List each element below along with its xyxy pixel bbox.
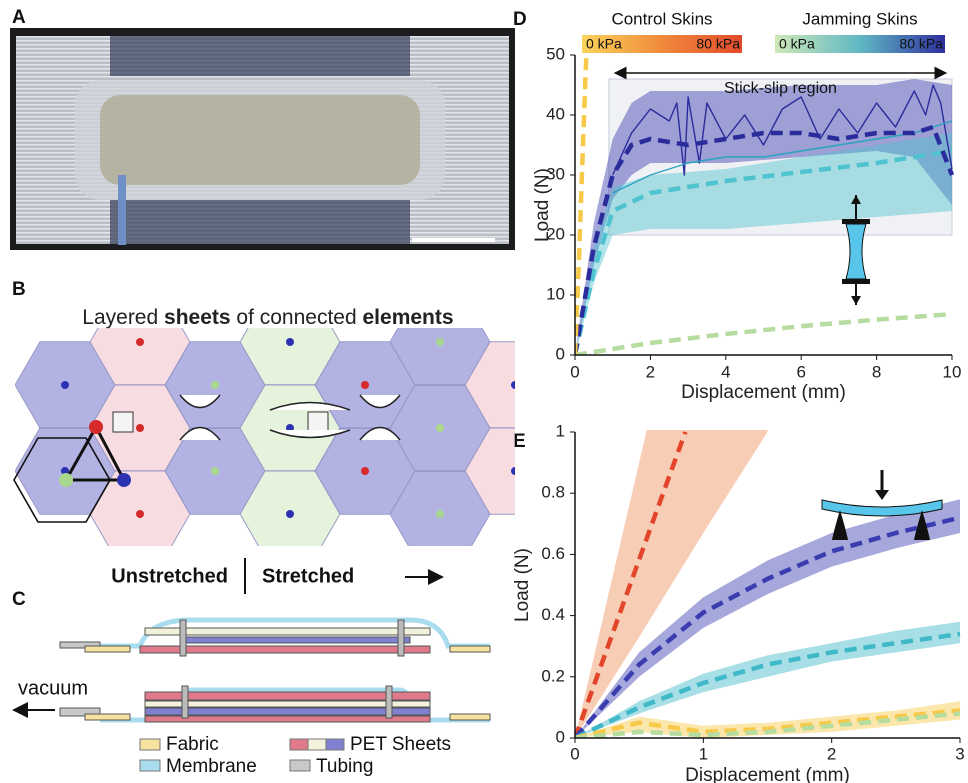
y-tick-label: 0.8	[541, 483, 565, 502]
y-tick-label: 0	[556, 727, 565, 746]
x-axis-label: Displacement (mm)	[685, 765, 850, 783]
x-tick-label: 10	[943, 362, 962, 381]
y-axis-label: Load (N)	[532, 168, 553, 242]
node	[286, 510, 294, 518]
x-tick-label: 6	[796, 362, 805, 381]
figure: A B C D E Layered sheets of connected el…	[0, 0, 968, 783]
node	[436, 338, 444, 346]
node	[136, 510, 144, 518]
colorbar-label: 80 kPa	[899, 36, 943, 52]
node	[361, 381, 369, 389]
node	[136, 338, 144, 346]
panel-label: B	[12, 279, 26, 300]
legend-label: Fabric	[166, 734, 219, 755]
node	[511, 381, 519, 389]
colorbar-label: 0 kPa	[779, 36, 815, 52]
x-tick-label: 8	[872, 362, 881, 381]
x-axis-label: Displacement (mm)	[681, 382, 846, 403]
y-tick-label: 10	[546, 284, 565, 303]
y-tick-label: 0.4	[541, 605, 565, 624]
annotation: Stick-slip region	[724, 80, 837, 97]
node	[286, 338, 294, 346]
title-part: Layered	[82, 306, 164, 329]
node	[211, 381, 219, 389]
panel-label: C	[12, 589, 26, 610]
y-tick-label: 40	[546, 104, 565, 123]
node	[61, 381, 69, 389]
data-line	[575, 314, 952, 355]
node	[136, 424, 144, 432]
stretched-label: Stretched	[262, 565, 354, 587]
legend-label: PET Sheets	[350, 734, 451, 755]
y-tick-label: 1	[556, 421, 565, 440]
node	[436, 510, 444, 518]
photo	[10, 28, 515, 250]
plot-area	[575, 55, 952, 355]
title-part: of connected	[231, 306, 363, 329]
colorbar-label: 0 kPa	[586, 36, 622, 52]
title-part: sheets	[164, 306, 231, 329]
y-axis-label: Load (N)	[512, 548, 533, 622]
y-tick-label: 0	[556, 344, 565, 363]
unstretched-label: Unstretched	[111, 565, 228, 587]
x-tick-label: 2	[646, 362, 655, 381]
colorbar-title: Jamming Skins	[802, 9, 917, 28]
title-part: elements	[363, 306, 454, 329]
node	[211, 467, 219, 475]
legend-label: Membrane	[166, 756, 257, 777]
legend-label: Tubing	[316, 756, 373, 777]
panel-b-title: Layered sheets of connected elements	[65, 306, 465, 329]
panel-label: D	[513, 9, 527, 30]
panel-label: A	[12, 7, 26, 28]
layer-diagram	[60, 620, 490, 722]
page: { "panel_labels": ["A", "B", "C", "D", "…	[0, 0, 968, 783]
x-tick-label: 2	[827, 744, 836, 763]
node	[361, 467, 369, 475]
x-tick-label: 4	[721, 362, 730, 381]
x-tick-label: 0	[570, 744, 579, 763]
x-tick-label: 0	[570, 362, 579, 381]
colorbar-title: Control Skins	[611, 9, 712, 28]
node	[511, 467, 519, 475]
x-tick-label: 1	[699, 744, 708, 763]
vacuum-label: vacuum	[18, 677, 88, 699]
y-tick-label: 0.6	[541, 544, 565, 563]
colorbar-label: 80 kPa	[696, 36, 740, 52]
y-tick-label: 0.2	[541, 666, 565, 685]
y-tick-label: 50	[546, 44, 565, 63]
x-tick-label: 3	[955, 744, 964, 763]
node	[436, 424, 444, 432]
